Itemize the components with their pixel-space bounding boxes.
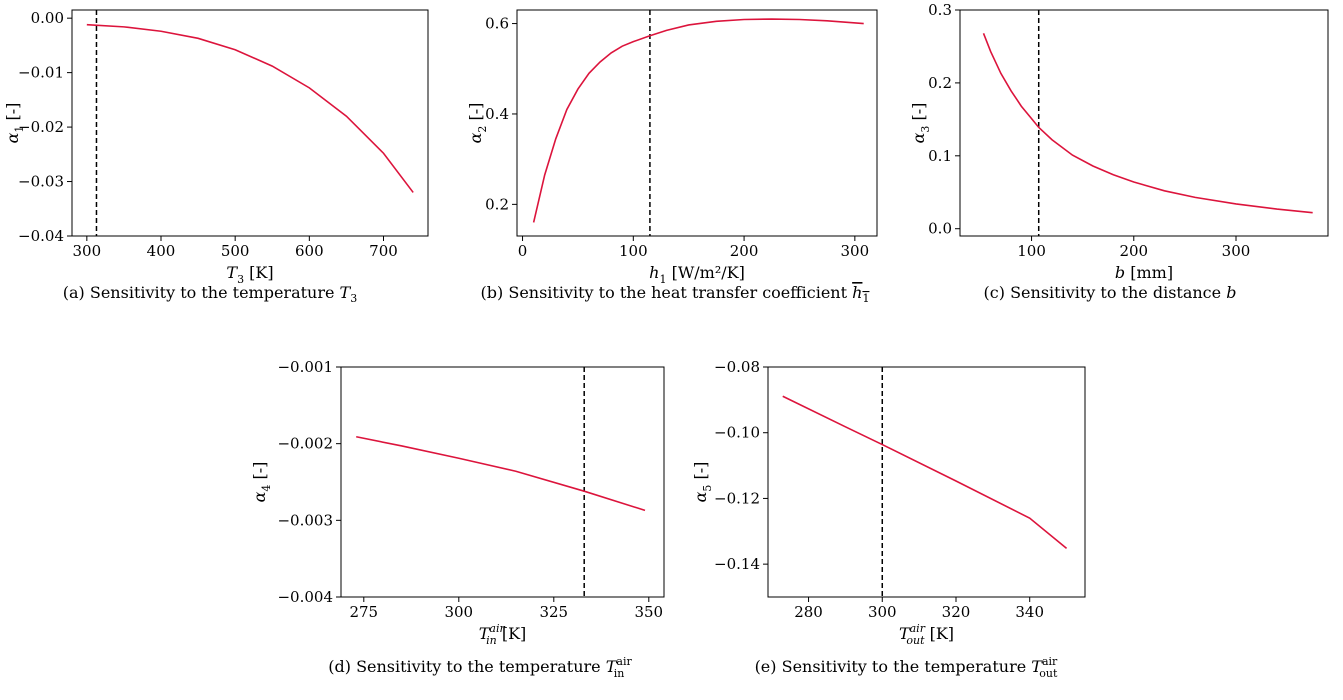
panel-a: 300 400 500 600 700 0.00 −0.01 −0.02 −0.03 −0.04 T…: [3, 9, 429, 305]
plot-frame: [71, 9, 429, 237]
y-axis-label: α2 [-]: [466, 103, 489, 144]
y-tick-label: 0.1: [928, 147, 952, 165]
y-tick-label: 0.2: [928, 74, 952, 92]
x-tick-label: 200: [730, 242, 759, 260]
x-tick-label: 300: [444, 603, 473, 621]
y-tick-label: −0.001: [277, 358, 333, 376]
y-tick-label: −0.002: [277, 435, 333, 453]
x-tick-label: 600: [295, 242, 324, 260]
figure-caption: (e) Sensitivity to the temperature Tair o…: [755, 655, 1058, 680]
figure-caption: (d) Sensitivity to the temperature Tair i…: [328, 655, 632, 680]
y-tick-label: 0.0: [928, 220, 952, 238]
y-axis-label: α5 [-]: [691, 462, 714, 503]
x-tick-label: 325: [539, 603, 568, 621]
y-tick-label: −0.004: [277, 588, 333, 606]
y-axis-label: α4 [-]: [250, 462, 273, 503]
y-tick-label: −0.14: [714, 555, 760, 573]
y-tick-label: 0.3: [928, 1, 952, 19]
x-tick-label: 340: [1015, 603, 1044, 621]
y-axis-label: α3 [-]: [909, 103, 932, 144]
plot-frame: [959, 9, 1329, 237]
y-tick-label: 0.00: [31, 9, 64, 27]
y-tick-label: −0.04: [18, 227, 64, 245]
series-line: [982, 33, 1313, 214]
plot-frame: [340, 366, 665, 598]
plot-frame: [516, 9, 878, 237]
x-tick-label: 200: [1119, 242, 1148, 260]
x-tick-label: 100: [619, 242, 648, 260]
y-tick-label: −0.10: [714, 424, 760, 442]
series-line: [782, 395, 1068, 549]
y-tick-label: 0.4: [485, 105, 509, 123]
x-tick-label: 0: [518, 242, 528, 260]
x-tick-label: 320: [942, 603, 971, 621]
x-tick-label: 400: [147, 242, 176, 260]
y-axis-label: α1 [-]: [3, 103, 26, 144]
x-tick-label: 300: [841, 242, 870, 260]
x-tick-label: 280: [794, 603, 823, 621]
x-tick-label: 300: [73, 242, 102, 260]
x-axis-label: b [mm]: [1115, 263, 1173, 282]
panel-b: 0 100 200 300 0.2 0.4 0.6 h1 [W/m²/K] α2 [-] (b) …: [466, 9, 878, 305]
panel-d: 275 300 325 350 −0.001 −0.002 −0.003 −0.004 Tair…: [250, 358, 665, 680]
y-tick-label: −0.12: [714, 489, 760, 507]
y-tick-label: 0.6: [485, 15, 509, 33]
x-tick-label: 300: [868, 603, 897, 621]
series-line: [532, 18, 864, 223]
y-tick-label: −0.03: [18, 173, 64, 191]
x-tick-label: 100: [1017, 242, 1046, 260]
x-axis-label: T3 [K]: [226, 263, 273, 286]
figure-caption: (a) Sensitivity to the temperature T3: [63, 283, 357, 305]
y-tick-label: −0.08: [714, 358, 760, 376]
figure-caption: (b) Sensitivity to the heat transfer coe…: [481, 283, 870, 305]
x-axis-label: Tair in [K]: [479, 622, 527, 647]
panel-c: 100 200 300 0.0 0.1 0.2 0.3 b [mm] α3 [-] (c) Sen…: [909, 1, 1329, 302]
panel-e: 280 300 320 340 −0.08 −0.10 −0.12 −0.14 Tair out …: [691, 358, 1086, 680]
y-tick-label: −0.02: [18, 118, 64, 136]
x-tick-label: 350: [634, 603, 663, 621]
y-tick-label: −0.01: [18, 64, 64, 82]
x-tick-label: 700: [369, 242, 398, 260]
x-tick-label: 500: [221, 242, 250, 260]
y-tick-label: 0.2: [485, 195, 509, 213]
series-line: [86, 23, 414, 193]
plot-frame: [767, 366, 1086, 598]
x-axis-label: Tair out [K]: [899, 622, 954, 647]
x-tick-label: 300: [1222, 242, 1251, 260]
x-tick-label: 275: [349, 603, 378, 621]
figure-caption: (c) Sensitivity to the distance b: [984, 283, 1237, 302]
series-line: [356, 435, 646, 512]
x-axis-label: h1 [W/m²/K]: [649, 263, 745, 286]
y-tick-label: −0.003: [277, 511, 333, 529]
